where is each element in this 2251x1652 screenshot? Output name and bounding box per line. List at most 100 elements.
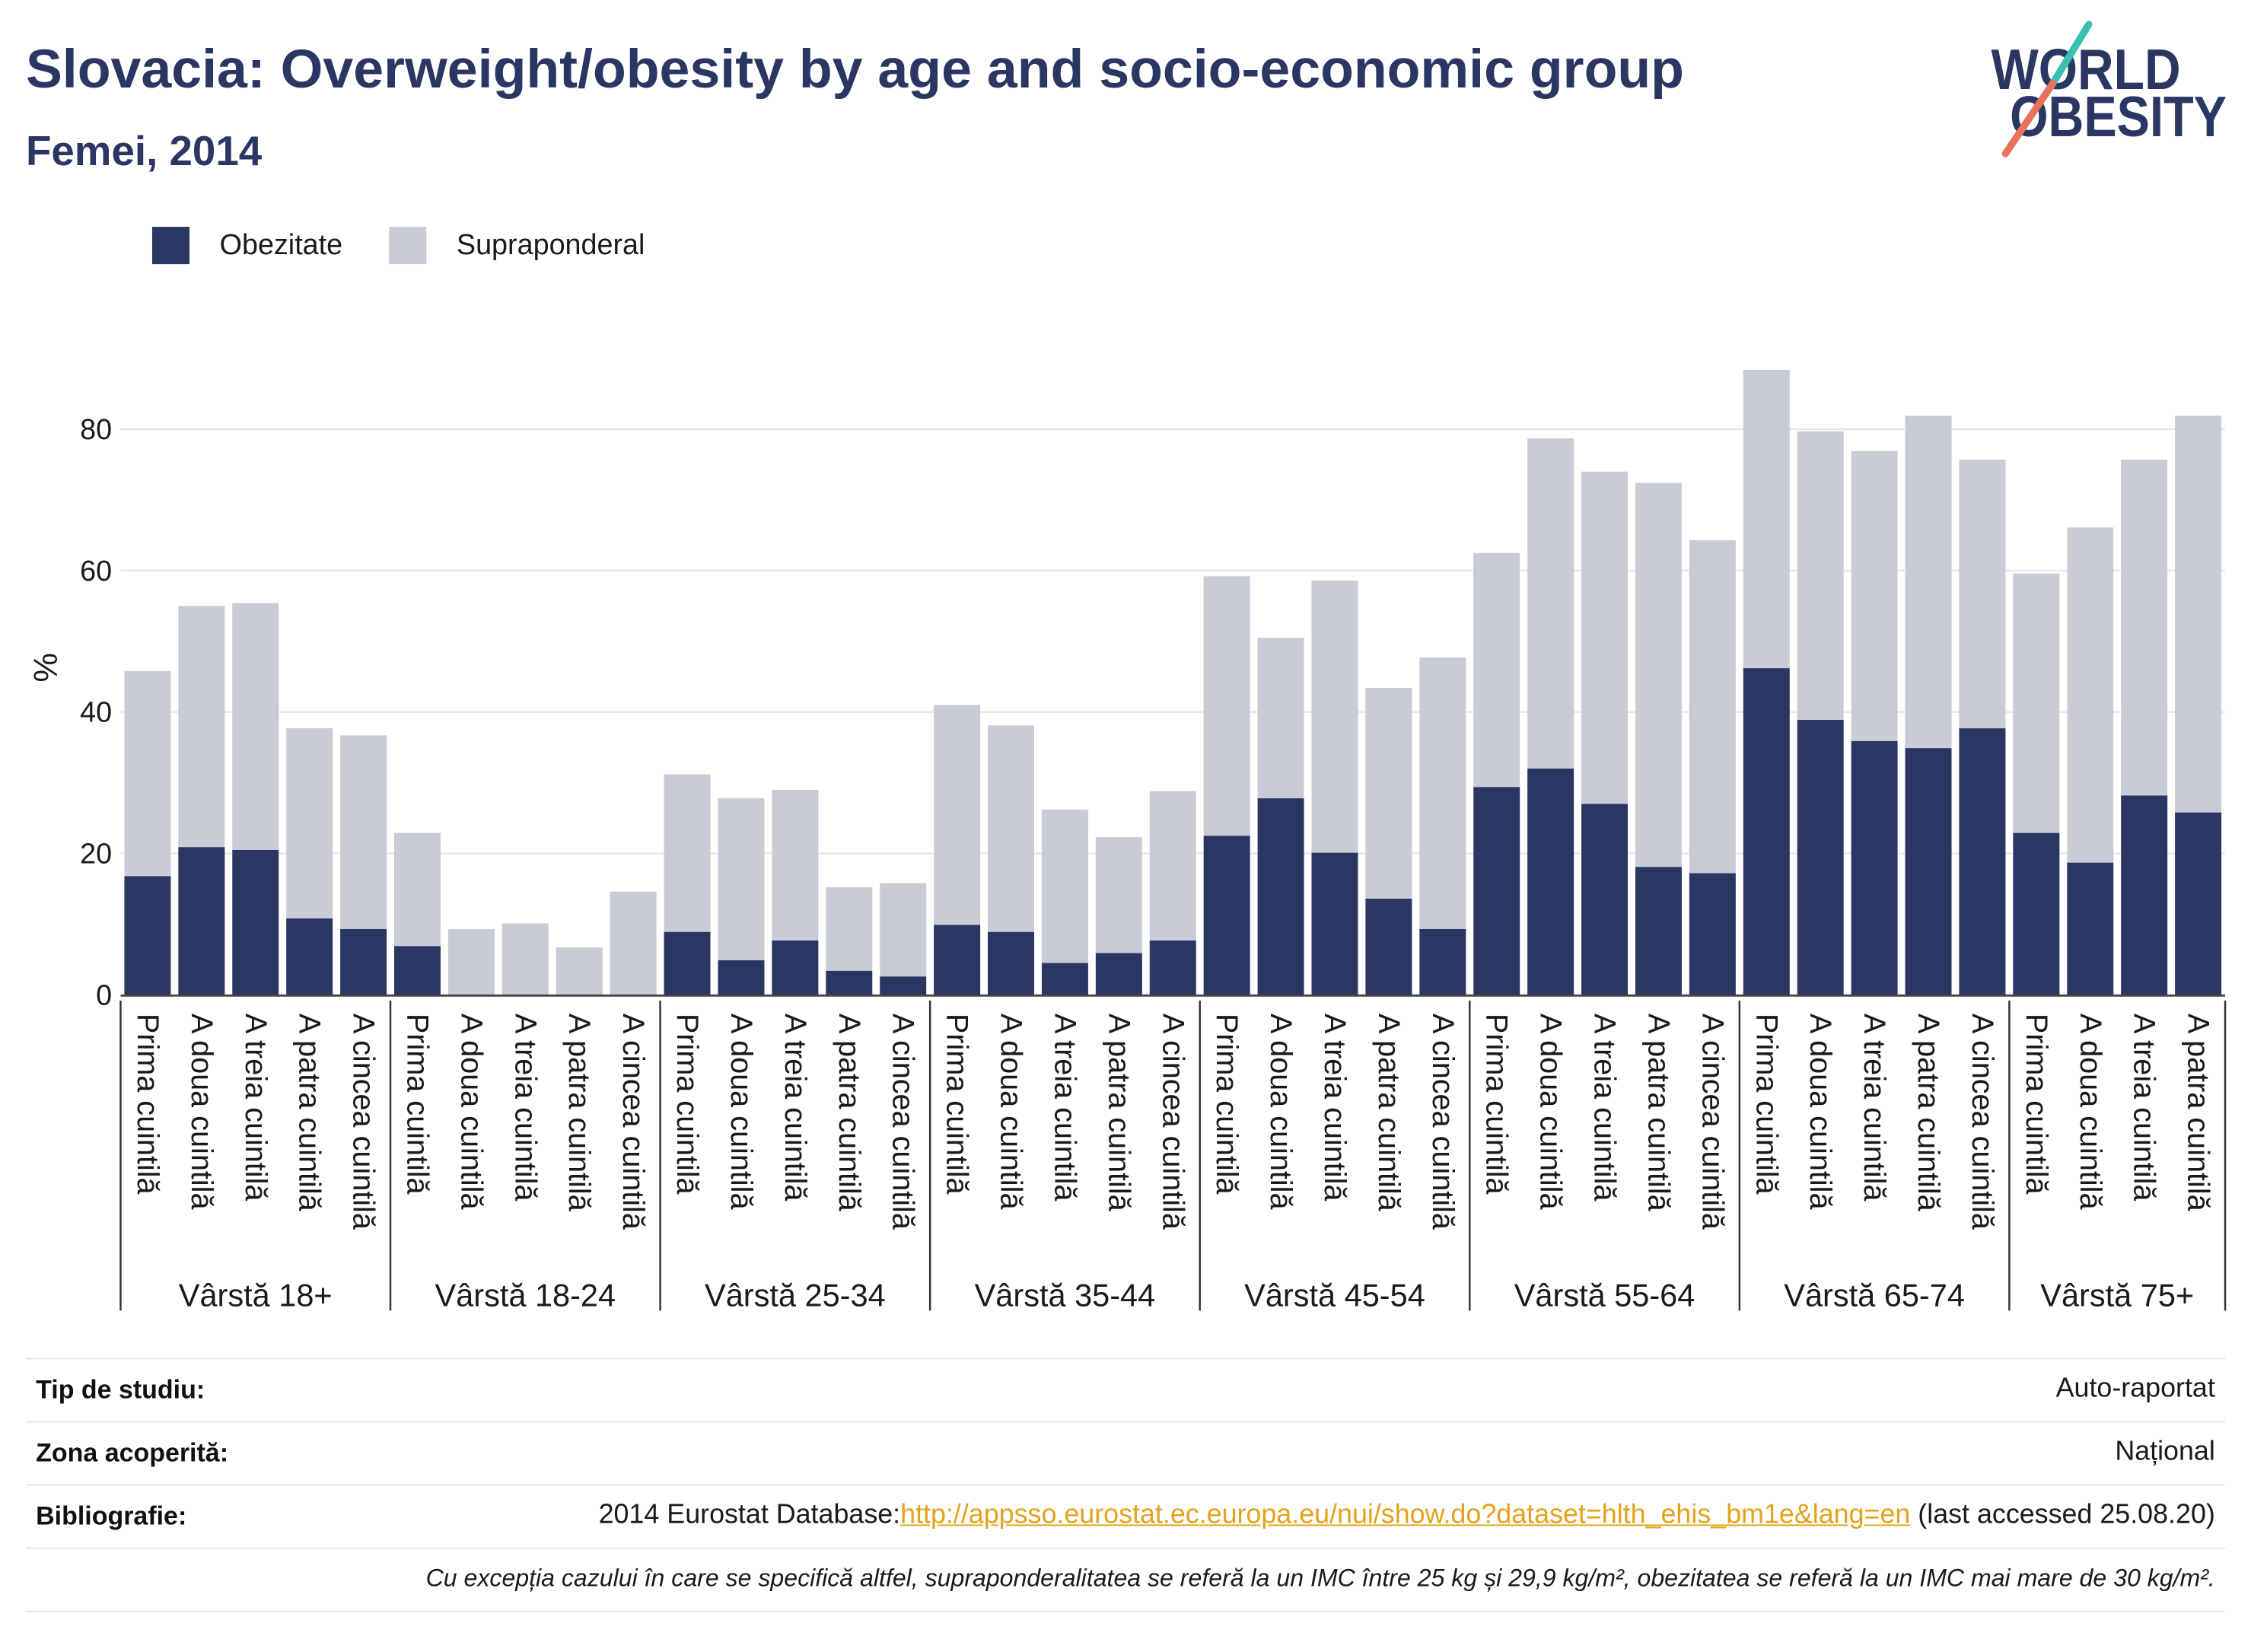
- bar-supraponderal: [934, 705, 981, 925]
- details-row-note: Cu excepția cazului în care se specifică…: [26, 1548, 2225, 1611]
- bar-obezitate: [1365, 898, 1412, 995]
- coverage-value: Național: [2115, 1437, 2215, 1467]
- bibliography-label: Bibliografie:: [36, 1501, 187, 1530]
- bar-obezitate: [2175, 812, 2222, 995]
- legend-item-obezitate[interactable]: Obezitate: [151, 227, 343, 265]
- bar-obezitate: [1257, 798, 1304, 995]
- x-tick-label: A treia cuintilă: [508, 1014, 542, 1202]
- legend-item-supraponderal[interactable]: Supraponderal: [389, 227, 645, 265]
- bar-supraponderal: [2067, 527, 2114, 863]
- bar-supraponderal: [2175, 415, 2222, 813]
- x-tick-label: A patra cuintilă: [1912, 1014, 1945, 1212]
- bar-obezitate: [393, 946, 441, 995]
- bar-supraponderal: [1743, 370, 1790, 669]
- bar-obezitate: [2067, 862, 2114, 995]
- study-type-value: Auto-raportat: [2055, 1373, 2215, 1404]
- logo-slash-top: [2049, 21, 2093, 88]
- bar-supraponderal: [1959, 460, 2006, 729]
- legend-label-supraponderal: Supraponderal: [456, 229, 645, 262]
- bar-obezitate: [1041, 963, 1088, 995]
- y-axis-label: %: [27, 653, 64, 683]
- bar-supraponderal: [1473, 552, 1520, 788]
- bar-obezitate: [286, 918, 333, 995]
- bar-supraponderal: [664, 774, 711, 932]
- y-tick-label: 60: [80, 555, 112, 587]
- legend-label-obezitate: Obezitate: [219, 229, 343, 262]
- bar-supraponderal: [1527, 438, 1574, 769]
- bar-obezitate: [1797, 719, 1844, 995]
- x-tick-label: A doua cuintilă: [1534, 1014, 1568, 1211]
- bar-obezitate: [1095, 953, 1142, 995]
- bar-supraponderal: [718, 798, 765, 960]
- x-tick-label: A doua cuintilă: [185, 1014, 218, 1211]
- bar-obezitate: [1311, 852, 1358, 995]
- bar-obezitate: [718, 960, 765, 995]
- x-tick-label: A treia cuintilă: [1588, 1014, 1622, 1202]
- bar-supraponderal: [124, 670, 171, 877]
- bar-obezitate: [1959, 728, 2006, 995]
- x-tick-label: A patra cuintilă: [2182, 1014, 2215, 1212]
- y-tick-label: 20: [80, 838, 112, 870]
- bar-supraponderal: [1095, 837, 1142, 953]
- bar-obezitate: [2121, 795, 2168, 995]
- x-tick-label: A treia cuintilă: [778, 1014, 812, 1202]
- x-tick-label: A patra cuintilă: [1641, 1014, 1675, 1212]
- bar-supraponderal: [232, 603, 279, 850]
- y-tick-label: 40: [80, 696, 112, 728]
- bar-supraponderal: [178, 606, 225, 848]
- group-label: Vârstă 75+: [2040, 1278, 2194, 1313]
- legend-swatch-supraponderal: [389, 227, 427, 265]
- bar-obezitate: [1581, 804, 1629, 995]
- x-tick-label: A doua cuintilă: [1804, 1014, 1837, 1211]
- bar-obezitate: [934, 925, 981, 995]
- x-tick-label: A treia cuintilă: [1858, 1014, 1891, 1202]
- x-tick-label: A cincea cuintilă: [1966, 1014, 1999, 1230]
- bar-obezitate: [1851, 740, 1898, 995]
- bar-supraponderal: [1635, 482, 1682, 867]
- x-tick-label: A doua cuintilă: [2074, 1014, 2107, 1211]
- x-tick-label: A doua cuintilă: [724, 1014, 758, 1211]
- bar-supraponderal: [988, 725, 1035, 932]
- bar-obezitate: [1527, 769, 1574, 995]
- x-tick-label: Prima cuintilă: [941, 1014, 974, 1195]
- x-tick-label: A patra cuintilă: [293, 1014, 326, 1212]
- bar-obezitate: [772, 940, 819, 995]
- bars: [124, 370, 2222, 995]
- group-label: Vârstă 18+: [179, 1278, 333, 1313]
- bar-supraponderal: [393, 832, 441, 947]
- bar-obezitate: [1635, 867, 1682, 995]
- bibliography-value: 2014 Eurostat Database:http://appsso.eur…: [599, 1500, 2215, 1532]
- world-obesity-logo: WORLD OBESITY: [1992, 21, 2227, 158]
- x-tick-label: A cincea cuintilă: [1426, 1014, 1460, 1230]
- table-rule: [25, 1547, 2226, 1549]
- x-tick-label: A patra cuintilă: [1102, 1014, 1135, 1212]
- x-tick-label: A doua cuintilă: [995, 1014, 1028, 1211]
- bar-obezitate: [1203, 836, 1250, 995]
- y-tick-labels: 0 20 40 60 80: [80, 413, 112, 1011]
- x-tick-label: A treia cuintilă: [239, 1014, 272, 1202]
- bar-obezitate: [988, 931, 1035, 995]
- bar-supraponderal: [1149, 791, 1196, 941]
- bar-supraponderal: [1851, 450, 1898, 741]
- bar-supraponderal: [1041, 809, 1088, 963]
- x-tick-labels: Prima cuintilă A doua cuintilă A treia cui…: [131, 1014, 2215, 1230]
- bar-supraponderal: [880, 883, 927, 977]
- bar-supraponderal: [501, 923, 549, 995]
- bar-supraponderal: [1581, 471, 1629, 804]
- bibliography-link[interactable]: http://appsso.eurostat.ec.europa.eu/nui/…: [900, 1500, 1911, 1530]
- x-tick-label: Prima cuintilă: [400, 1014, 434, 1195]
- group-label: Vârstă 65-74: [1784, 1278, 1965, 1313]
- bar-chart: 0 20 40 60 80 Prima cuintilă A doua cuintilă A…: [27, 370, 2227, 1313]
- study-type-label: Tip de studiu:: [36, 1374, 205, 1404]
- x-tick-label: Prima cuintilă: [1210, 1014, 1243, 1195]
- coverage-label: Zona acoperită:: [36, 1437, 229, 1467]
- table-rule: [25, 1421, 2226, 1423]
- bar-supraponderal: [1419, 657, 1466, 929]
- bar-obezitate: [2013, 832, 2060, 995]
- group-label: Vârstă 45-54: [1244, 1278, 1425, 1313]
- chart-title: Slovacia: Overweight/obesity by age and …: [25, 40, 1684, 101]
- group-label: Vârstă 18-24: [435, 1278, 616, 1313]
- group-label: Vârstă 25-34: [705, 1278, 886, 1313]
- table-rule: [25, 1610, 2226, 1612]
